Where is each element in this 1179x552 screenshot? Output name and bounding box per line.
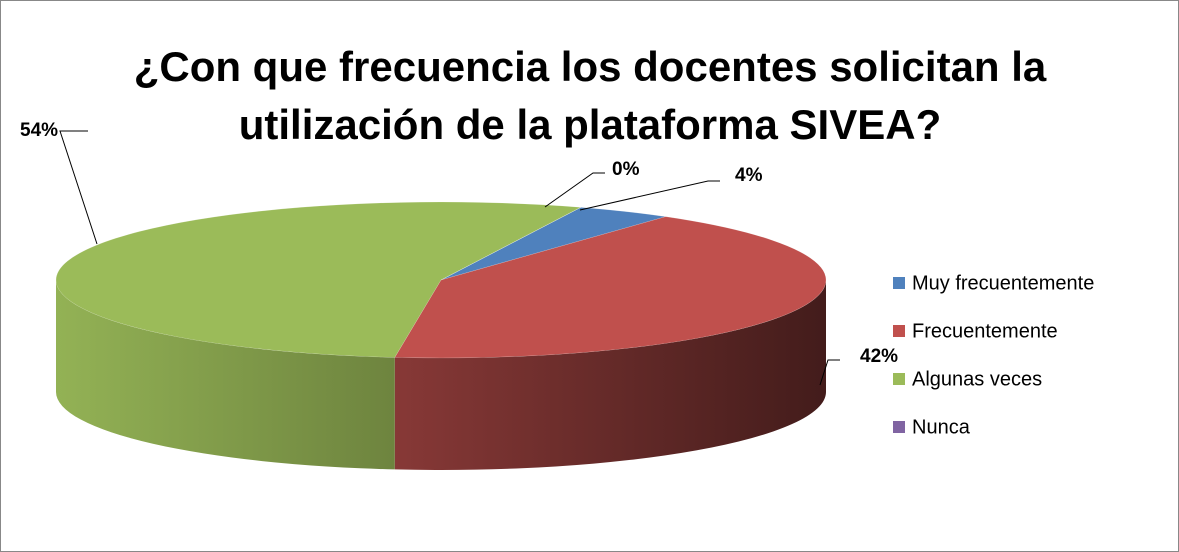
legend-swatch (893, 277, 905, 289)
legend-swatch (893, 325, 905, 337)
leader-line (579, 180, 720, 211)
legend-label: Frecuentemente (912, 320, 1058, 342)
legend-label: Algunas veces (912, 368, 1042, 390)
data-label: 0% (612, 159, 640, 180)
slice (440, 207, 666, 281)
legend-swatch (893, 373, 905, 385)
slice (394, 216, 827, 359)
legend-label: Nunca (912, 416, 971, 438)
slice-side (394, 280, 826, 470)
leader-line (544, 172, 605, 208)
legend-label: Muy frecuentemente (912, 272, 1094, 294)
data-label: 42% (860, 346, 898, 367)
leader-line (819, 359, 840, 386)
slice-side (56, 280, 395, 470)
legend-swatch (893, 421, 905, 433)
data-label: 54% (20, 120, 58, 141)
chart-title: ¿Con que frecuencia los docentes solicit… (133, 43, 1047, 148)
slice (55, 201, 582, 358)
leader-line (59, 130, 98, 245)
data-label: 4% (735, 165, 763, 186)
